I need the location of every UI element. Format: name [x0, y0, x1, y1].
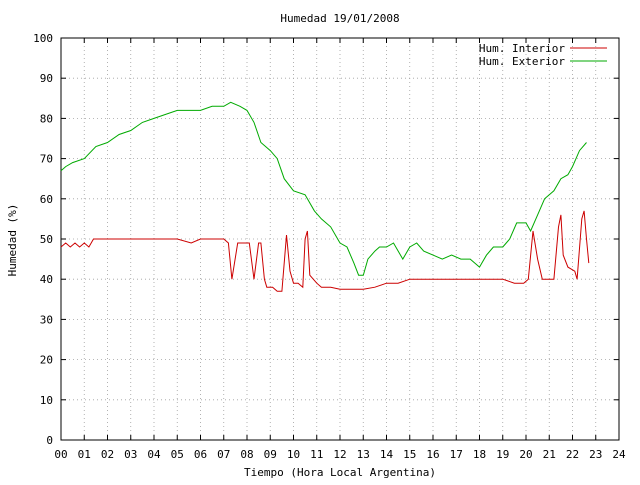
x-tick-label: 19 — [496, 448, 509, 461]
x-tick-label: 16 — [426, 448, 439, 461]
y-tick-label: 30 — [40, 313, 53, 326]
legend-label: Hum. Interior — [479, 42, 565, 55]
x-tick-label: 10 — [287, 448, 300, 461]
y-axis-label: Humedad (%) — [6, 204, 19, 277]
x-tick-label: 15 — [403, 448, 416, 461]
x-tick-label: 17 — [450, 448, 463, 461]
y-tick-label: 80 — [40, 112, 53, 125]
y-tick-label: 0 — [46, 434, 53, 447]
x-tick-label: 00 — [54, 448, 67, 461]
y-tick-label: 50 — [40, 233, 53, 246]
x-tick-label: 18 — [473, 448, 486, 461]
x-tick-label: 24 — [612, 448, 626, 461]
x-axis-label: Tiempo (Hora Local Argentina) — [244, 466, 436, 479]
y-tick-label: 60 — [40, 193, 53, 206]
y-tick-label: 10 — [40, 394, 53, 407]
x-tick-label: 09 — [264, 448, 277, 461]
series-lines — [60, 101, 590, 292]
x-tick-label: 13 — [357, 448, 370, 461]
x-tick-label: 08 — [240, 448, 253, 461]
x-tick-label: 02 — [101, 448, 114, 461]
x-tick-label: 03 — [124, 448, 137, 461]
y-tick-label: 40 — [40, 273, 53, 286]
x-tick-label: 05 — [171, 448, 184, 461]
y-tick-label: 70 — [40, 153, 53, 166]
x-tick-label: 06 — [194, 448, 207, 461]
plot-frame — [60, 37, 620, 441]
chart-title: Humedad 19/01/2008 — [280, 12, 399, 25]
y-tick-label: 90 — [40, 72, 53, 85]
axes: 0 10 20 30 40 50 60 70 80 90 100 00 01 02 03 04 05 06 07 08… — [33, 32, 626, 461]
grid — [61, 38, 619, 440]
legend-label: Hum. Exterior — [479, 55, 565, 68]
x-tick-label: 04 — [147, 448, 161, 461]
x-tick-label: 01 — [78, 448, 91, 461]
series-line-2 — [60, 101, 587, 276]
x-tick-label: 23 — [589, 448, 602, 461]
x-tick-label: 07 — [217, 448, 230, 461]
x-tick-label: 12 — [333, 448, 346, 461]
x-tick-label: 21 — [543, 448, 556, 461]
y-tick-label: 20 — [40, 354, 53, 367]
y-tick-label: 100 — [33, 32, 53, 45]
x-tick-label: 20 — [519, 448, 532, 461]
x-tick-label: 14 — [380, 448, 394, 461]
x-tick-label: 11 — [310, 448, 323, 461]
series-line-1 — [60, 210, 590, 292]
x-tick-label: 22 — [566, 448, 579, 461]
